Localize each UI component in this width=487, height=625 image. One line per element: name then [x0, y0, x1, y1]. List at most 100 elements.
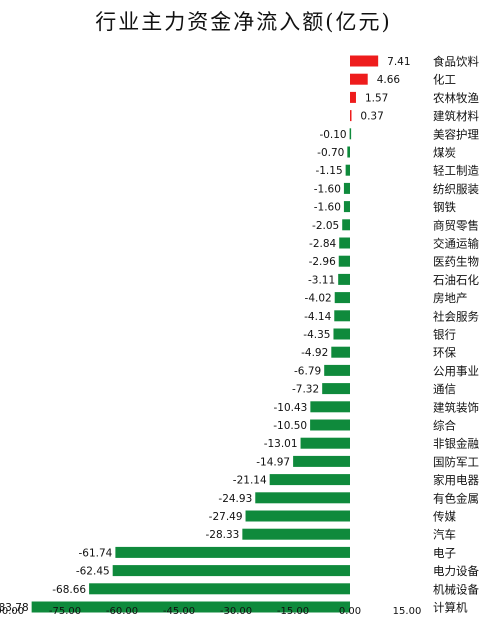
value-label: -21.14 [233, 475, 267, 487]
value-label: -1.60 [314, 202, 341, 214]
category-label: 家用电器 [433, 473, 479, 487]
bar-建筑材料 [350, 110, 352, 122]
category-label: 银行 [433, 328, 456, 342]
value-label: 4.66 [377, 74, 401, 86]
x-tick-label: -60.00 [106, 606, 138, 617]
value-label: 7.41 [387, 56, 410, 68]
category-label: 建筑材料 [433, 109, 479, 123]
value-label: -6.79 [294, 365, 321, 377]
bar-食品饮料 [350, 55, 379, 67]
value-label: 0.37 [360, 111, 383, 123]
value-label: -14.97 [256, 456, 290, 468]
bar-房地产 [334, 292, 350, 304]
category-label: 农林牧渔 [433, 91, 479, 105]
bar-银行 [333, 328, 350, 340]
bar-交通运输 [339, 237, 350, 249]
category-label: 电力设备 [433, 564, 479, 578]
value-label: -28.33 [205, 529, 239, 541]
category-labels-group: 食品饮料化工农林牧渔建筑材料美容护理煤炭轻工制造纺织服装钢铁商贸零售交通运输医药… [433, 55, 479, 615]
x-axis-ticks-group: -90.00 -75.00 -60.00 -45.00 -30.00 -15.00 0.00… [0, 606, 421, 617]
bar-电力设备 [112, 565, 350, 577]
x-tick-label: -30.00 [220, 606, 252, 617]
category-label: 交通运输 [433, 237, 479, 251]
bar-社会服务 [334, 310, 350, 322]
value-label: -4.02 [305, 293, 332, 305]
x-tick-label: -75.00 [49, 606, 81, 617]
bar-农林牧渔 [350, 91, 356, 103]
category-label: 钢铁 [433, 200, 456, 214]
bar-非银金融 [300, 437, 350, 449]
category-label: 国防军工 [433, 455, 479, 469]
category-label: 有色金属 [433, 491, 479, 505]
value-label: -10.50 [273, 420, 307, 432]
value-label: -7.32 [292, 384, 319, 396]
value-labels-group: 7.41 4.66 1.57 0.37 -0.10 -0.70 -1.15 -1.60 -1.6… [0, 56, 411, 614]
bar-环保 [331, 346, 350, 358]
category-label: 商贸零售 [433, 218, 479, 232]
bar-轻工制造 [345, 164, 350, 176]
bar-建筑装饰 [310, 401, 350, 413]
category-label: 计算机 [433, 601, 468, 615]
bar-商贸零售 [342, 219, 350, 231]
category-label: 汽车 [433, 528, 456, 542]
value-label: -4.14 [304, 311, 331, 323]
category-label: 公用事业 [433, 364, 479, 378]
bar-医药生物 [338, 255, 350, 267]
value-label: -62.45 [76, 566, 110, 578]
category-label: 煤炭 [433, 146, 456, 160]
category-label: 美容护理 [433, 127, 479, 141]
category-label: 电子 [433, 546, 456, 560]
value-label: -83.78 [0, 602, 29, 614]
value-label: -61.74 [79, 547, 113, 559]
bar-计算机 [31, 601, 350, 613]
category-label: 建筑装饰 [433, 400, 479, 414]
bar-纺织服装 [343, 182, 350, 194]
bar-电子 [115, 546, 350, 558]
value-label: -1.15 [315, 165, 342, 177]
x-tick-label: -15.00 [277, 606, 309, 617]
category-label: 医药生物 [433, 255, 479, 269]
category-label: 化工 [433, 73, 456, 87]
bar-综合 [310, 419, 350, 431]
category-label: 轻工制造 [433, 164, 479, 178]
value-label: 1.57 [365, 92, 388, 104]
bar-化工 [350, 73, 368, 85]
bar-钢铁 [343, 201, 350, 213]
category-label: 通信 [433, 382, 456, 396]
category-label: 房地产 [433, 291, 468, 305]
bar-国防军工 [293, 455, 350, 467]
category-label: 综合 [433, 419, 456, 433]
bar-机械设备 [89, 583, 350, 595]
x-tick-label: 15.00 [393, 606, 422, 617]
value-label: -0.70 [317, 147, 344, 159]
value-label: -0.10 [319, 129, 346, 141]
bar-通信 [322, 383, 350, 395]
value-label: -13.01 [264, 438, 298, 450]
value-label: -3.11 [308, 274, 335, 286]
value-label: -27.49 [209, 511, 243, 523]
value-label: -4.92 [301, 347, 328, 359]
bar-家用电器 [269, 474, 350, 486]
value-label: -10.43 [274, 402, 308, 414]
bar-煤炭 [347, 146, 350, 158]
value-label: -4.35 [303, 329, 330, 341]
category-label: 纺织服装 [433, 182, 479, 196]
value-label: -2.96 [309, 256, 336, 268]
bar-汽车 [242, 528, 350, 540]
bar-美容护理 [349, 128, 352, 140]
value-label: -68.66 [52, 584, 86, 596]
category-label: 社会服务 [433, 309, 479, 323]
category-label: 机械设备 [433, 582, 479, 596]
value-label: -24.93 [218, 493, 252, 505]
category-label: 环保 [433, 346, 456, 360]
bar-石油石化 [338, 273, 350, 285]
value-label: -2.05 [312, 220, 339, 232]
value-label: -2.84 [309, 238, 336, 250]
x-tick-label: -90.00 [0, 606, 24, 617]
x-tick-label: -45.00 [163, 606, 195, 617]
bars-group [31, 55, 379, 613]
bar-传媒 [245, 510, 350, 522]
chart-title: 行业主力资金净流入额(亿元) [95, 10, 392, 34]
